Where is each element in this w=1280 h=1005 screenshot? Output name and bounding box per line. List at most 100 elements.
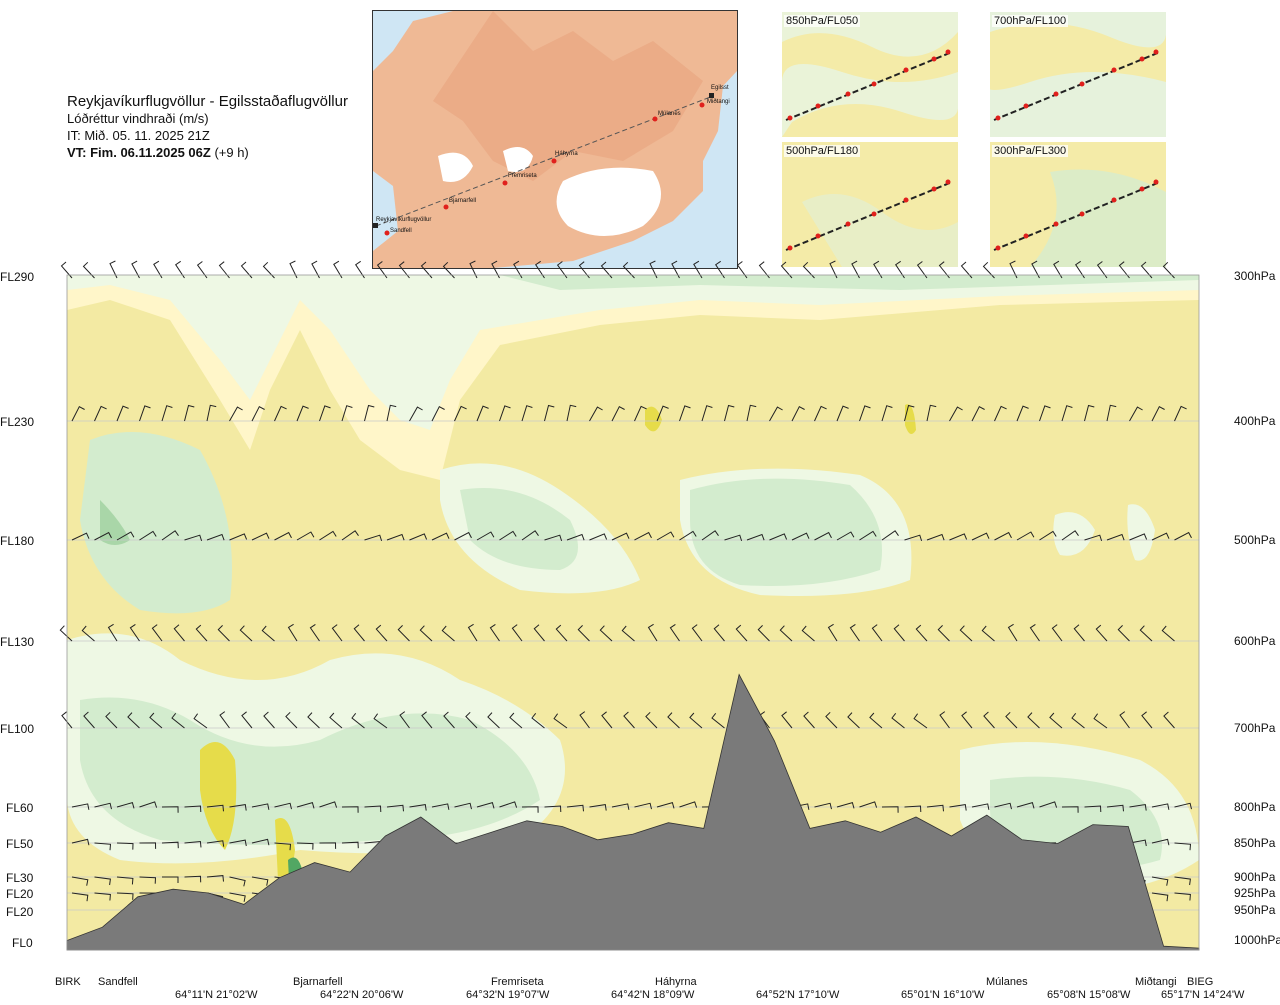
glacier-langjokull <box>438 152 473 182</box>
wind-barb <box>491 260 500 279</box>
wind-barb <box>364 805 382 813</box>
wind-barb <box>116 801 135 809</box>
wind-barb <box>399 711 410 729</box>
wind-barb <box>949 533 968 541</box>
wind-barb <box>621 625 635 642</box>
wind-barb <box>1106 404 1117 422</box>
wind-barb <box>904 805 922 813</box>
wind-barb <box>881 530 899 541</box>
wind-barb <box>994 802 1012 810</box>
left-level-label: FL290 <box>0 270 35 284</box>
wind-barb <box>859 405 871 422</box>
waypoint-label: BIRK <box>55 976 81 988</box>
wind-barb <box>71 838 90 846</box>
waypoint-label: Háhyrna <box>655 976 697 988</box>
wind-barb <box>757 625 770 642</box>
wind-barb <box>1129 533 1148 541</box>
mini-map-850: 850hPa/FL050 <box>782 12 958 137</box>
valid-offset: (+9 h) <box>214 145 249 160</box>
wind-barb <box>1039 405 1051 422</box>
left-level-label: FL0 <box>12 936 33 950</box>
left-level-label: FL20 <box>6 905 34 919</box>
wind-barb <box>779 625 793 642</box>
wind-barb <box>611 803 630 810</box>
wind-barb <box>689 712 703 729</box>
right-level-label: 500hPa <box>1234 533 1276 547</box>
wind-barb <box>1049 712 1063 729</box>
wind-barb <box>881 405 893 422</box>
wind-barb <box>521 405 533 422</box>
wind-barb <box>1016 405 1029 422</box>
chart-frame <box>66 274 1200 951</box>
wind-barb <box>319 405 331 422</box>
wind-barb <box>241 711 253 729</box>
wind-barb <box>61 711 73 729</box>
wind-barb <box>531 712 545 729</box>
wind-barb <box>287 623 298 642</box>
wind-barb <box>116 876 134 885</box>
wind-barb <box>869 712 883 729</box>
map-label-end: Egilsst <box>711 85 729 91</box>
wind-barb <box>938 261 950 279</box>
wind-barb <box>1027 712 1040 729</box>
mini-map-300-svg <box>990 142 1166 267</box>
waypoint-label: Bjarnarfell <box>293 976 343 988</box>
left-level-label: FL50 <box>6 837 34 851</box>
wind-barb <box>827 623 838 642</box>
map-label-fremriseta: Fremriseta <box>508 173 537 179</box>
overview-map-svg: Reykjavíkurflugvöllur Egilsst Sandfell B… <box>373 11 737 268</box>
wind-barb <box>825 711 838 729</box>
wind-barb <box>465 711 478 729</box>
wind-barb <box>431 803 450 810</box>
wind-barb <box>364 534 383 542</box>
right-level-label: 700hPa <box>1234 721 1276 735</box>
waypoint-label: Múlanes <box>986 976 1028 988</box>
wind-barb <box>341 841 359 849</box>
wind-barb <box>669 623 680 642</box>
wind-barb <box>611 532 630 541</box>
wind-barb <box>94 802 112 810</box>
wind-barb <box>1141 711 1153 729</box>
wind-barb <box>454 802 472 810</box>
wind-barb <box>836 531 855 541</box>
wind-barb <box>355 260 365 279</box>
wind-barb <box>129 623 140 642</box>
wind-barb <box>1151 406 1165 422</box>
wind-barb <box>1163 711 1175 729</box>
wind-barb <box>1039 801 1058 808</box>
parameter-label: Lóðréttur vindhraði (m/s) <box>67 111 209 126</box>
wind-barb <box>289 260 298 279</box>
wind-barb <box>656 405 669 422</box>
band-down-light-cell-b <box>1127 504 1155 561</box>
route-points <box>384 102 705 236</box>
wind-barb <box>171 712 185 729</box>
wind-barb <box>329 712 343 729</box>
map-label-start: Reykjavíkurflugvöllur <box>376 217 431 223</box>
wind-barb <box>229 892 246 902</box>
wind-barb <box>184 805 202 813</box>
wind-barb <box>981 625 995 642</box>
wind-barb <box>1075 260 1085 279</box>
wind-barb <box>376 261 388 279</box>
wind-barb <box>926 533 945 541</box>
wind-barb <box>139 405 151 422</box>
mini-map-500-svg <box>782 142 958 267</box>
left-level-label: FL130 <box>0 635 35 649</box>
wind-barb <box>1118 261 1130 279</box>
wind-barb <box>421 711 433 729</box>
wind-barb <box>1095 624 1108 642</box>
wind-barb <box>373 713 388 729</box>
wind-barb <box>131 260 140 279</box>
wind-barb <box>871 624 883 642</box>
wind-barb <box>801 625 815 642</box>
wind-barb <box>333 260 343 279</box>
wind-barb <box>442 261 455 279</box>
wind-barb <box>218 261 230 279</box>
wind-barb <box>1061 806 1079 813</box>
coordinate-label: 65°17'N 14°24'W <box>1161 989 1245 1001</box>
band-down-mid-mid <box>460 488 578 570</box>
wind-barb <box>319 842 337 849</box>
wind-barb <box>206 840 225 847</box>
wind-barb <box>746 533 765 541</box>
